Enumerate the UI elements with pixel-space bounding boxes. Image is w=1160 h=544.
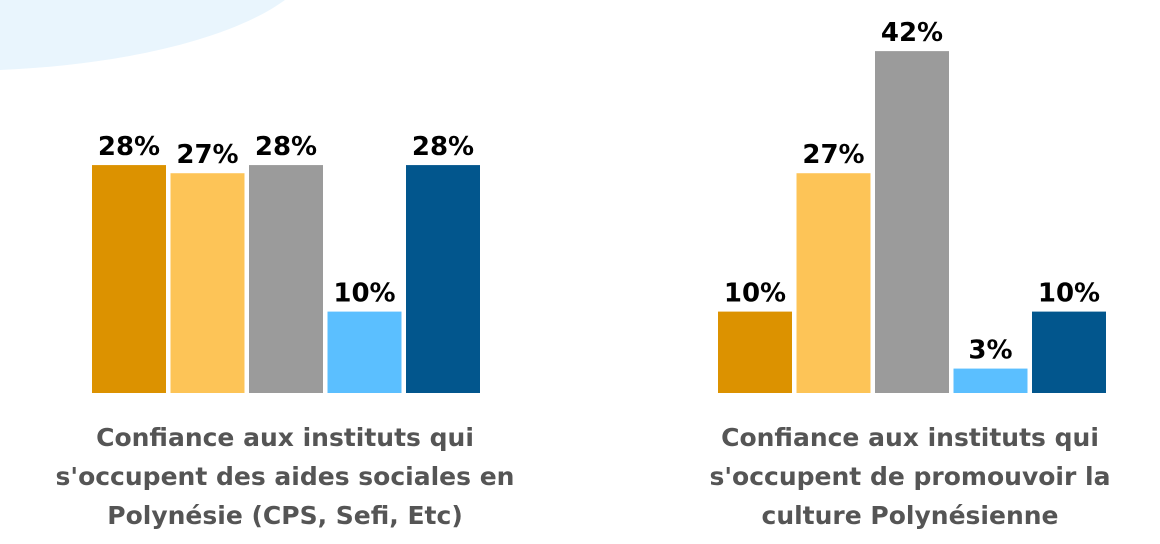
bar bbox=[249, 165, 323, 393]
bar bbox=[327, 311, 402, 393]
bar bbox=[92, 165, 166, 393]
chart-title: culture Polynésienne bbox=[762, 501, 1059, 530]
value-label: 10% bbox=[1038, 279, 1100, 309]
decor-shape bbox=[0, 0, 285, 70]
bar bbox=[1032, 311, 1106, 393]
bar bbox=[718, 311, 792, 393]
bar bbox=[796, 173, 871, 393]
bar bbox=[953, 368, 1028, 393]
value-label: 27% bbox=[802, 140, 864, 170]
value-label: 27% bbox=[176, 140, 238, 170]
bar bbox=[170, 173, 245, 393]
chart-title: s'occupent de promouvoir la bbox=[710, 462, 1111, 491]
value-label: 28% bbox=[412, 132, 474, 162]
chart-title: Polynésie (CPS, Sefi, Etc) bbox=[107, 501, 463, 530]
bar bbox=[406, 165, 480, 393]
bar bbox=[875, 51, 949, 394]
chart-title: Confiance aux instituts qui bbox=[721, 423, 1099, 452]
value-label: 28% bbox=[98, 132, 160, 162]
value-label: 28% bbox=[255, 132, 317, 162]
value-label: 42% bbox=[881, 18, 943, 48]
value-label: 3% bbox=[968, 336, 1012, 366]
chart-title: Confiance aux instituts qui bbox=[96, 423, 474, 452]
value-label: 10% bbox=[724, 279, 786, 309]
value-label: 10% bbox=[333, 279, 395, 309]
chart-title: s'occupent des aides sociales en bbox=[56, 462, 515, 491]
